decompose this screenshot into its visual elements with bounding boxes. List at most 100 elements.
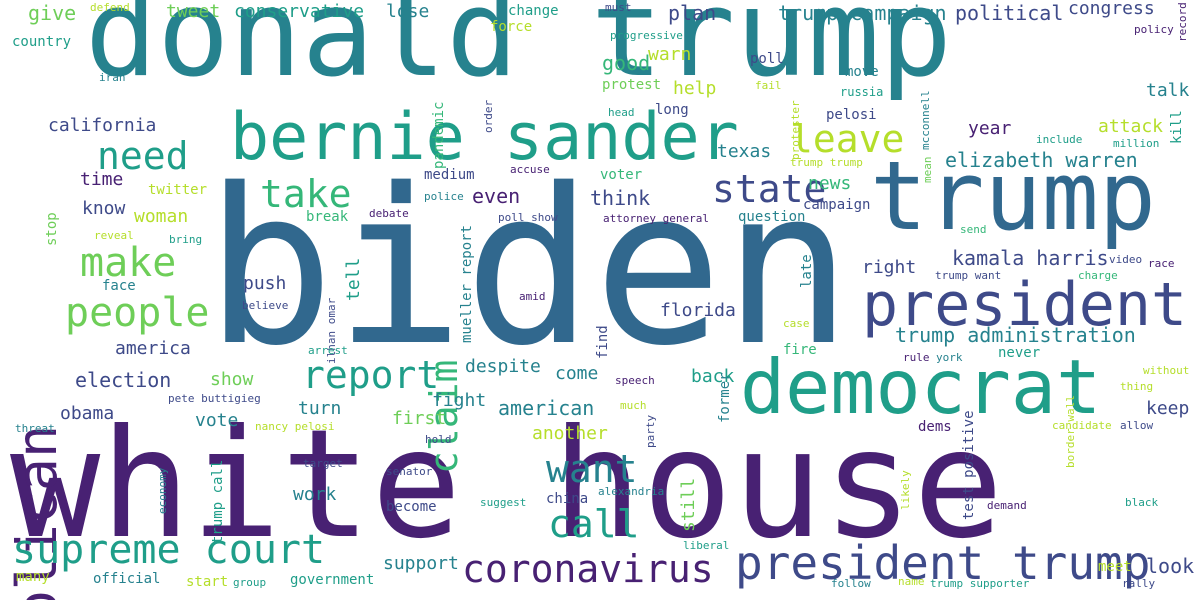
word-cloud-term: know	[82, 198, 126, 219]
word-cloud-term: protester	[789, 100, 802, 160]
word-cloud-term: obama	[60, 403, 115, 424]
word-cloud-term: year	[968, 118, 1012, 139]
word-cloud-term: become	[386, 499, 437, 515]
word-cloud-term: warn	[648, 44, 692, 65]
word-cloud-term: bring	[169, 233, 203, 246]
word-cloud-term: allow	[1120, 419, 1154, 432]
word-cloud-term: case	[783, 317, 810, 330]
word-cloud-term: trump	[870, 142, 1156, 252]
word-cloud-term: trump supporter	[930, 577, 1030, 590]
word-cloud-term: test positive	[961, 410, 977, 520]
word-cloud-term: must	[605, 1, 632, 14]
word-cloud-term: likely	[899, 470, 912, 510]
word-cloud-term: pandemic	[431, 101, 447, 169]
word-cloud-term: democrat	[740, 343, 1102, 431]
word-cloud-term: without	[1143, 364, 1190, 377]
word-cloud-term: candidate	[1052, 419, 1112, 432]
word-cloud-term: york	[936, 351, 963, 364]
word-cloud-term: defend	[90, 1, 130, 14]
word-cloud-term: look	[1146, 554, 1195, 578]
word-cloud-term: political	[955, 1, 1064, 25]
word-cloud-term: california	[48, 115, 157, 136]
word-cloud-term: start	[186, 574, 229, 590]
word-cloud-term: attorney general	[603, 212, 709, 225]
word-cloud-term: question	[738, 209, 806, 225]
word-cloud-term: dems	[918, 419, 952, 435]
word-cloud-term: pete buttigieg	[168, 392, 261, 405]
word-cloud-term: medium	[424, 167, 475, 183]
word-cloud-term: tweet	[166, 1, 221, 22]
word-cloud-term: iran	[99, 71, 126, 84]
word-cloud-term: late	[799, 254, 815, 288]
word-cloud-term: poll	[750, 51, 784, 67]
word-cloud-term: back	[691, 366, 735, 387]
word-cloud-term: party	[644, 414, 657, 448]
word-cloud-term: suggest	[480, 496, 527, 509]
word-cloud-term: group	[233, 576, 267, 589]
word-cloud-term: campaign	[803, 197, 871, 213]
word-cloud-term: tell	[343, 257, 364, 301]
word-cloud-term: show	[210, 369, 254, 390]
word-cloud-term: plan	[668, 1, 717, 25]
word-cloud-term: rule	[903, 351, 930, 364]
word-cloud-term: video	[1109, 253, 1143, 266]
word-cloud-term: accuse	[510, 163, 550, 176]
word-cloud-term: biden	[205, 142, 853, 393]
word-cloud-term: long	[655, 102, 689, 118]
word-cloud-term: china	[546, 491, 589, 507]
word-cloud-term: follow	[831, 577, 871, 590]
word-cloud-term: mcconnell	[919, 90, 932, 150]
word-cloud-term: force	[490, 19, 533, 35]
word-cloud-term: border wall	[1064, 395, 1077, 468]
word-cloud-term: russia	[840, 85, 884, 99]
word-cloud-term: need	[97, 134, 189, 178]
word-cloud-term: reveal	[94, 229, 134, 242]
word-cloud-term: fail	[755, 79, 782, 92]
word-cloud-term: alexandria	[598, 485, 665, 498]
word-cloud-term: coronavirus	[462, 547, 714, 591]
word-cloud-term: record	[1176, 2, 1189, 42]
word-cloud-term: call	[548, 502, 640, 546]
word-cloud-term: president trump	[735, 536, 1151, 590]
word-cloud-term: speech	[615, 374, 655, 387]
word-cloud-term: report	[302, 353, 440, 397]
word-cloud-term: voter	[600, 167, 643, 183]
word-cloud-term: good	[602, 51, 651, 75]
word-cloud-term: turn	[298, 398, 342, 419]
word-cloud-term: bernie sander	[230, 100, 739, 175]
word-cloud-term: liberal	[683, 539, 730, 552]
word-cloud-term: progressive	[610, 29, 683, 42]
word-cloud-term: rally	[1122, 577, 1156, 590]
word-cloud-term: move	[845, 64, 879, 80]
word-cloud-term: meet	[1098, 559, 1132, 575]
word-cloud-term: head	[608, 106, 635, 119]
word-cloud-term: former	[717, 372, 733, 423]
word-cloud-term: attack	[1098, 116, 1164, 137]
word-cloud-term: american	[498, 396, 595, 420]
word-cloud-term: change	[508, 3, 559, 19]
word-cloud-term: keep	[1146, 398, 1190, 419]
word-cloud-term: black	[1125, 496, 1159, 509]
word-cloud-term: woman	[134, 206, 189, 227]
word-cloud-term: push	[243, 273, 287, 294]
word-cloud-term: despite	[465, 356, 541, 377]
word-cloud-term: threat	[15, 422, 55, 435]
word-cloud-term: news	[808, 173, 852, 194]
word-cloud-term: find	[595, 325, 611, 359]
word-cloud-term: white house	[10, 398, 1004, 572]
word-cloud-term: make	[80, 240, 177, 286]
word-cloud-term: demand	[987, 499, 1027, 512]
word-cloud-term: election	[75, 368, 172, 392]
word-cloud-term: poll show	[498, 211, 558, 224]
word-cloud-term: first	[392, 408, 447, 429]
word-cloud-term: mueller report	[459, 224, 475, 343]
word-cloud-term: fight	[432, 390, 487, 411]
word-cloud-term: mean	[921, 156, 934, 184]
word-cloud-term: fire	[783, 342, 817, 358]
word-cloud-term: leave	[790, 117, 905, 161]
word-cloud-term: think	[590, 186, 651, 210]
word-cloud-term: never	[998, 345, 1041, 361]
word-cloud-term: include	[1036, 133, 1083, 146]
word-cloud-term: senator	[386, 465, 433, 478]
